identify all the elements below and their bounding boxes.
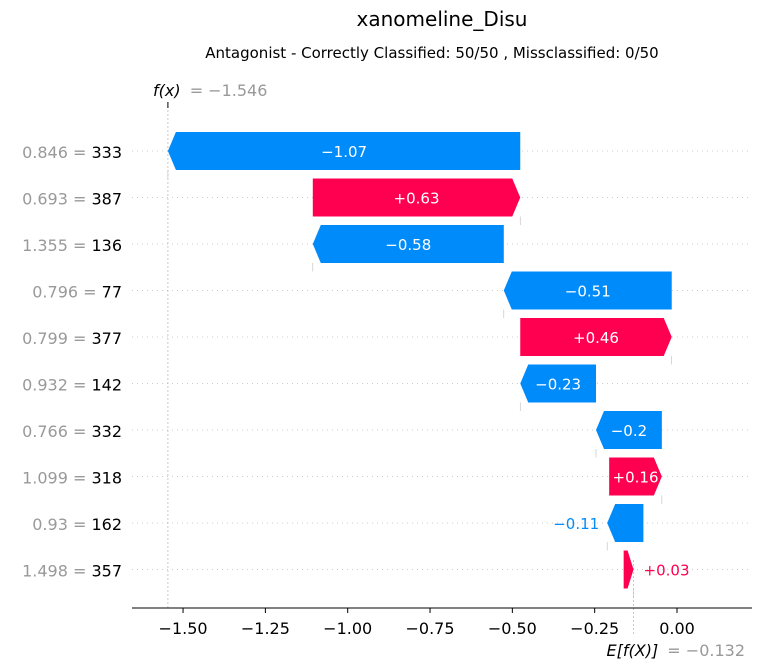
feature-label: 0.796 = 77	[32, 283, 122, 302]
feature-labels: 0.846 = 333 0.693 = 387 1.355 = 136 0.796 =…	[22, 143, 122, 581]
x-tick-label: −0.25	[570, 619, 619, 638]
feature-label: 0.932 = 142	[22, 376, 122, 395]
feature-value: 1.498 =	[22, 562, 91, 581]
bar-value-label: −1.07	[321, 143, 367, 161]
bars-layer: −1.07 +0.63 −0.58 −0.51 +0.46 −0.23 −0.2 +0.16 −…	[167, 132, 690, 597]
x-tick-label: −1.00	[323, 619, 372, 638]
x-tick-label: −0.75	[406, 619, 455, 638]
x-axis: −1.50 −1.25 −1.00 −0.75 −0.50 −0.25 0.00	[132, 607, 752, 638]
feature-label: 0.766 = 332	[22, 422, 122, 441]
feature-name: 77	[102, 283, 122, 302]
x-tick-label: −1.25	[241, 619, 290, 638]
waterfall-bar	[520, 318, 672, 356]
feature-name: 136	[91, 236, 122, 255]
bar-value-label: −0.23	[535, 376, 581, 394]
feature-value: 0.932 =	[22, 376, 91, 395]
waterfall-bar	[595, 411, 662, 449]
feature-value: 0.846 =	[22, 143, 91, 162]
x-tick-label: −0.50	[488, 619, 537, 638]
bar-value-label: −0.2	[611, 422, 647, 440]
feature-value: 0.693 =	[22, 190, 91, 209]
feature-name: 377	[91, 329, 122, 348]
chart-title: xanomeline_Disu	[357, 7, 528, 31]
bar-value-label: +0.03	[644, 562, 690, 580]
bar-value-label: −0.51	[565, 283, 611, 301]
chart-subtitle: Antagonist - Correctly Classified: 50/50…	[205, 44, 658, 62]
bar-value-label: +0.46	[573, 329, 619, 347]
bar-value-label: +0.63	[394, 190, 440, 208]
feature-label: 1.498 = 357	[22, 562, 122, 581]
feature-value: 1.099 =	[22, 469, 91, 488]
feature-value: 0.93 =	[32, 515, 91, 534]
feature-value: 0.796 =	[32, 283, 101, 302]
efx-annotation: E[f(X)] = −0.132	[607, 641, 745, 660]
feature-name: 332	[91, 422, 122, 441]
waterfall-bar	[623, 550, 634, 589]
bar-value-label: −0.11	[553, 515, 599, 533]
feature-name: 387	[91, 190, 122, 209]
feature-name: 142	[91, 376, 122, 395]
feature-value: 0.766 =	[22, 422, 91, 441]
efx-label: E[f(X)]	[607, 641, 659, 660]
fx-annotation: f(x) = −1.546	[153, 81, 267, 100]
feature-label: 0.693 = 387	[22, 190, 122, 209]
bar-value-label: +0.16	[613, 469, 659, 487]
feature-label: 0.846 = 333	[22, 143, 122, 162]
feature-value: 1.355 =	[22, 236, 91, 255]
x-tick-label: 0.00	[659, 619, 695, 638]
feature-name: 333	[91, 143, 122, 162]
svg-text:f(x) = −1.546: f(x) = −1.546	[153, 81, 267, 100]
waterfall-bar	[520, 364, 596, 403]
feature-label: 0.799 = 377	[22, 329, 122, 348]
efx-value: = −0.132	[667, 641, 745, 660]
svg-text:E[f(X)] = −0.132: E[f(X)] = −0.132	[607, 641, 745, 660]
waterfall-bar	[312, 225, 504, 263]
x-tick-label: −1.50	[159, 619, 208, 638]
feature-name: 357	[91, 562, 122, 581]
bar-value-label: −0.58	[385, 236, 431, 254]
feature-label: 1.355 = 136	[22, 236, 122, 255]
fx-label: f(x)	[153, 81, 181, 100]
feature-name: 162	[91, 515, 122, 534]
waterfall-bar	[607, 504, 644, 542]
waterfall-bar	[312, 178, 521, 217]
feature-label: 0.93 = 162	[32, 515, 122, 534]
waterfall-bar	[609, 457, 662, 496]
fx-value: = −1.546	[190, 81, 268, 100]
feature-value: 0.799 =	[22, 329, 91, 348]
feature-name: 318	[91, 469, 122, 488]
feature-label: 1.099 = 318	[22, 469, 122, 488]
waterfall-bar	[167, 132, 521, 170]
waterfall-bar	[503, 271, 672, 310]
